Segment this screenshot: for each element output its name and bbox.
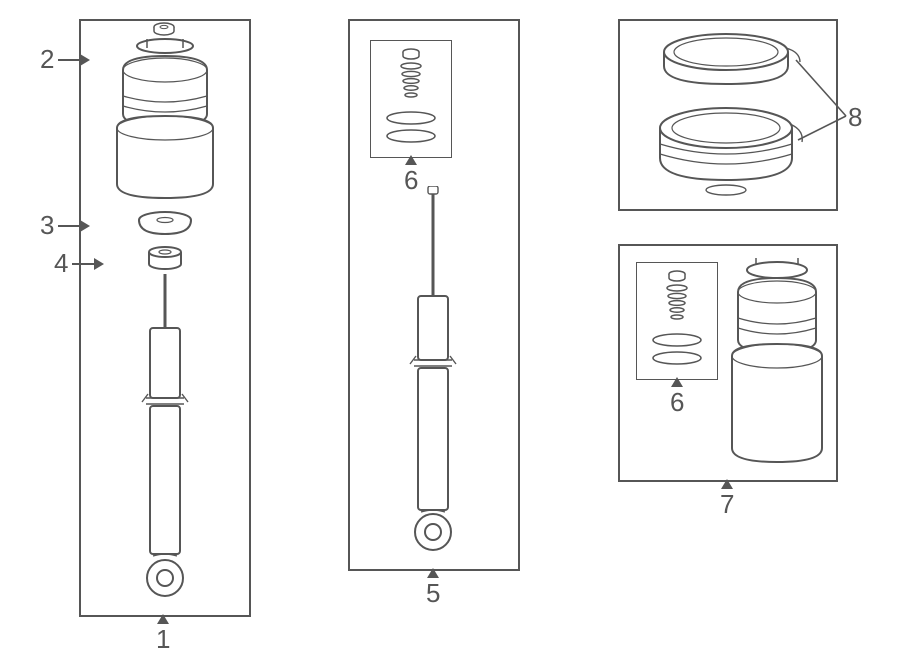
callout-8-leaders <box>0 0 900 661</box>
callout-8-label: 8 <box>848 102 862 133</box>
callout-8: 8 <box>848 102 862 133</box>
diagram-canvas: 2 3 4 1 5 6 6 7 <box>0 0 900 661</box>
